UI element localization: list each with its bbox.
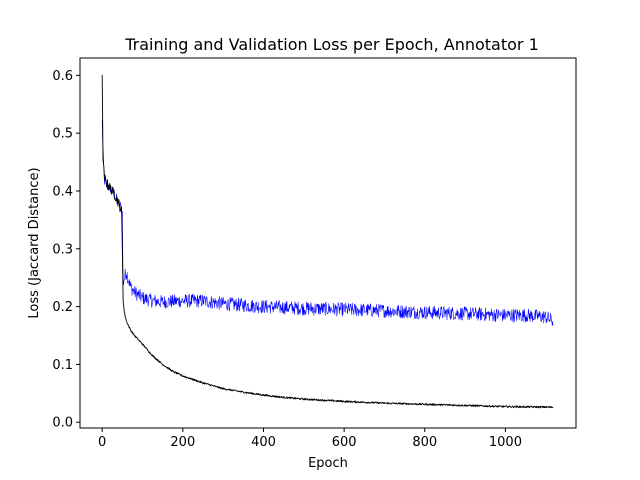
- plot-area-frame: [79, 57, 577, 429]
- y-tick-label: 0.0: [52, 416, 73, 431]
- y-tick-label: 0.1: [52, 358, 73, 373]
- chart-title: Training and Validation Loss per Epoch, …: [124, 35, 539, 54]
- x-tick-label: 800: [412, 435, 437, 450]
- y-tick-label: 0.3: [52, 242, 73, 257]
- y-tick-label: 0.2: [52, 300, 73, 315]
- y-tick-label: 0.6: [52, 69, 73, 84]
- x-tick-label: 200: [170, 435, 195, 450]
- training-loss-line: [101, 74, 554, 409]
- series-layer: [101, 74, 554, 409]
- x-tick-label: 400: [251, 435, 276, 450]
- y-axis-title: Loss (Jaccard Distance): [27, 167, 42, 318]
- y-axis-ticks: 0.0 0.1 0.2 0.3 0.4 0.5 0.6: [52, 69, 80, 431]
- validation-loss-line: [101, 119, 554, 326]
- y-tick-label: 0.5: [52, 127, 73, 142]
- x-axis-title: Epoch: [308, 456, 348, 471]
- x-tick-label: 600: [332, 435, 357, 450]
- x-tick-label: 0: [98, 435, 106, 450]
- x-axis-ticks: 0 200 400 600 800 1000: [98, 428, 522, 450]
- x-tick-label: 1000: [489, 435, 522, 450]
- y-tick-label: 0.4: [52, 184, 73, 199]
